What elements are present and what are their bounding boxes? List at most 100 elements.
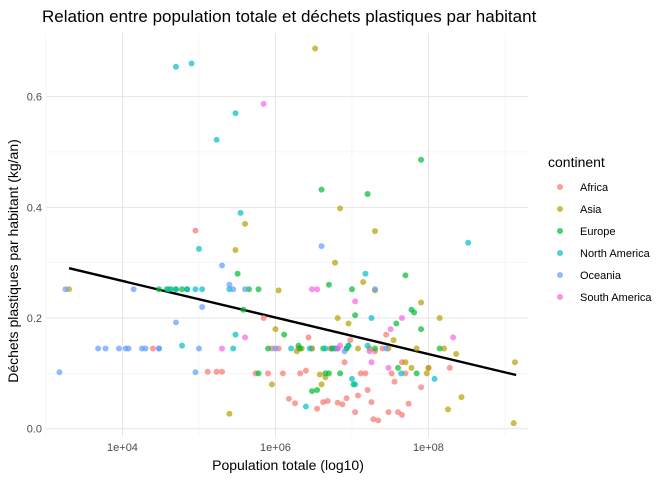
data-point-asia (408, 364, 415, 371)
data-point-asia (318, 381, 325, 388)
data-point-africa (347, 337, 354, 344)
data-point-oceania (195, 345, 202, 352)
data-point-asia (390, 337, 397, 344)
data-point-asia (372, 228, 379, 235)
data-point-europe (337, 370, 344, 377)
data-point-asia (355, 345, 362, 352)
data-point-africa (149, 345, 156, 352)
data-point-south-america (352, 298, 359, 305)
data-point-europe (372, 345, 379, 352)
data-point-north-america (322, 345, 329, 352)
data-point-africa (204, 368, 211, 375)
trend-line (68, 267, 517, 377)
data-point-north-america (199, 286, 206, 293)
data-point-africa (364, 386, 371, 393)
data-point-asia (453, 350, 460, 357)
y-tick-label: 0.0 (27, 424, 42, 436)
data-point-europe (234, 270, 241, 277)
y-tick-label: 0.4 (27, 202, 42, 214)
data-point-europe (325, 370, 332, 377)
data-point-north-america (237, 209, 244, 216)
data-point-africa (398, 411, 405, 418)
data-point-africa (297, 370, 304, 377)
data-point-north-america (465, 239, 472, 246)
data-point-asia (232, 246, 239, 253)
data-point-asia (418, 299, 425, 306)
data-point-oceania (272, 345, 279, 352)
grid (45, 33, 528, 437)
data-point-oceania (226, 281, 233, 288)
data-point-south-america (398, 315, 405, 322)
data-point-africa (355, 392, 362, 399)
data-point-north-america (213, 136, 220, 143)
data-point-africa (305, 334, 312, 341)
data-point-north-america (188, 60, 195, 67)
legend-label-africa: Africa (580, 182, 609, 194)
data-point-africa (324, 398, 331, 405)
data-point-oceania (62, 286, 69, 293)
data-point-oceania (230, 286, 237, 293)
data-point-north-america (352, 381, 359, 388)
x-tick-label: 1e+06 (260, 442, 291, 454)
data-point-north-america (232, 110, 239, 117)
data-point-africa (265, 370, 272, 377)
data-point-europe (308, 388, 315, 395)
data-point-asia (345, 320, 352, 327)
data-point-north-america (362, 270, 369, 277)
data-point-north-america (364, 342, 371, 349)
data-point-north-america (230, 345, 237, 352)
data-point-africa (302, 367, 309, 374)
data-point-oceania (125, 345, 132, 352)
data-point-africa (339, 401, 346, 408)
data-point-africa (292, 400, 299, 407)
data-point-asia (458, 394, 465, 401)
data-point-asia (272, 326, 279, 333)
data-point-north-america (195, 245, 202, 252)
data-point-asia (402, 359, 409, 366)
data-point-asia (445, 406, 452, 413)
data-point-north-america (398, 370, 405, 377)
data-point-europe (364, 191, 371, 198)
data-point-europe (318, 186, 325, 193)
data-point-south-america (387, 326, 394, 333)
data-points (56, 45, 518, 427)
data-point-north-america (179, 342, 186, 349)
data-point-north-america (345, 342, 352, 349)
data-point-europe (418, 156, 425, 163)
data-point-europe (352, 312, 359, 319)
data-point-oceania (219, 262, 226, 269)
data-point-africa (388, 370, 395, 377)
legend-label-asia: Asia (580, 204, 602, 216)
data-point-north-america (172, 286, 179, 293)
data-point-europe (418, 326, 425, 333)
legend-label-oceania: Oceania (580, 270, 622, 282)
data-point-oceania (130, 286, 137, 293)
data-point-asia (316, 371, 323, 378)
data-point-africa (391, 378, 398, 385)
data-point-africa (375, 417, 382, 424)
data-point-north-america (368, 315, 375, 322)
data-point-africa (418, 384, 425, 391)
data-point-europe (325, 281, 332, 288)
data-point-africa (260, 315, 267, 322)
data-point-africa (405, 400, 412, 407)
data-point-north-america (184, 286, 191, 293)
legend-label-south-america: South America (580, 292, 652, 304)
data-point-south-america (260, 100, 267, 107)
data-point-europe (255, 370, 262, 377)
data-point-africa (341, 359, 348, 366)
data-point-north-america (172, 63, 179, 70)
data-point-north-america (192, 286, 199, 293)
legend-title: continent (548, 154, 605, 170)
legend-key-europe (557, 228, 563, 234)
data-point-africa (219, 368, 226, 375)
data-point-oceania (242, 286, 249, 293)
data-point-oceania (95, 345, 102, 352)
data-point-asia (441, 345, 448, 352)
data-point-south-america (314, 286, 321, 293)
data-point-europe (395, 364, 402, 371)
data-point-south-america (450, 334, 457, 341)
legend-key-north-america (557, 250, 563, 256)
data-point-north-america (165, 286, 172, 293)
trend-line-layer (68, 267, 517, 377)
